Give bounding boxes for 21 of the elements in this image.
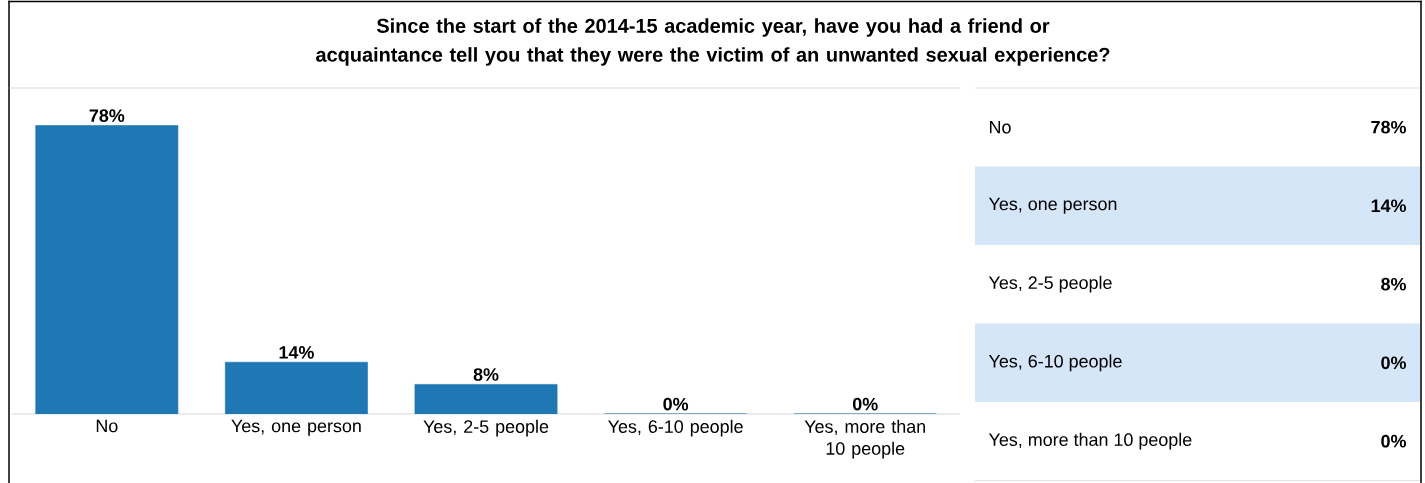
data-label: 14% [279, 346, 314, 359]
data-label: 78% [89, 109, 125, 122]
text: 8% [1381, 277, 1406, 291]
x-tick-label: No [96, 419, 118, 433]
x-tick-label: Yes, 6-10 people [608, 419, 743, 437]
chart-title: Since the start of the 2014-15 academic year, have you had a friend or acquaintance tell you that they were the victim of an unwanted sexual experience? [316, 18, 1110, 66]
category-label: No [990, 120, 1011, 134]
data-label: 0% [663, 397, 689, 411]
category-label: Yes, more than 10 people [988, 432, 1192, 450]
text: 0% [1381, 434, 1406, 448]
x-tick-label: Yes, more than 10 people [804, 419, 926, 459]
category-label: Yes, 2-5 people [988, 275, 1112, 293]
data-label: 8% [473, 368, 499, 381]
data-label: 0% [852, 397, 878, 411]
text: 14% [1371, 199, 1406, 213]
x-tick-label: Yes, 2-5 people [423, 419, 549, 437]
x-tick-label: Yes, one person [231, 419, 361, 436]
text: 0% [1381, 356, 1406, 370]
category-label: Yes, 6-10 people [988, 354, 1122, 372]
text: 78% [1371, 120, 1406, 134]
category-label: Yes, one person [988, 197, 1117, 214]
